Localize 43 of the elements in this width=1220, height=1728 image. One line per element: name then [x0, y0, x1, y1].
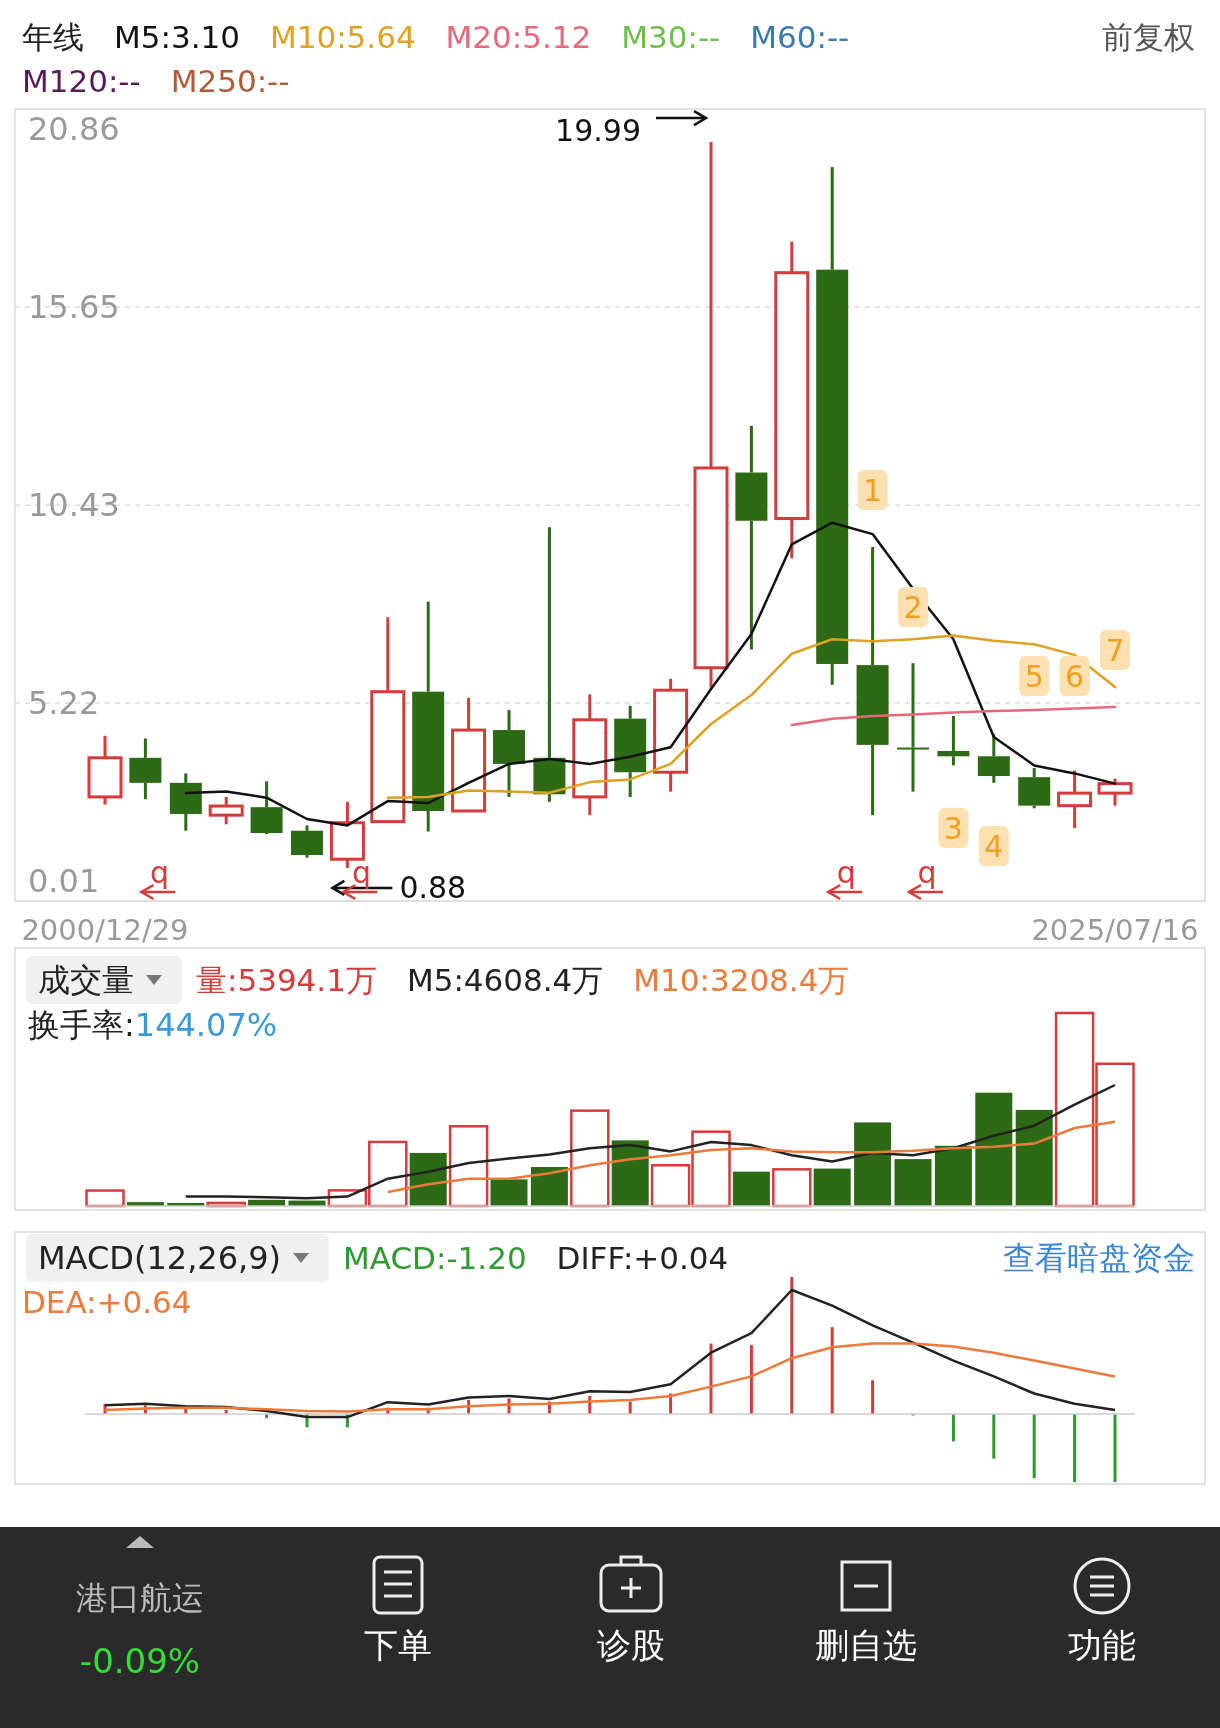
annotation: 1 — [863, 472, 883, 508]
series-label: DIFF:+0.04 — [556, 1240, 729, 1276]
text: -0.09% — [79, 1641, 201, 1681]
legend-label: M60:-- — [750, 19, 850, 55]
y-tick-label: 5.22 — [28, 684, 100, 723]
annotation: 查看暗盘资金 — [1003, 1239, 1195, 1277]
chart-title: 成交量 — [38, 961, 134, 999]
text: 诊股 — [597, 1625, 665, 1665]
y-tick-label: 20.86 — [28, 110, 120, 148]
x-tick-label: 2025/07/16 — [1031, 913, 1199, 947]
annotation: q — [351, 854, 371, 890]
text: 功能 — [1068, 1625, 1136, 1665]
text: 删自选 — [815, 1625, 917, 1665]
text: M5:3.10 — [114, 19, 240, 55]
annotation: q — [149, 854, 169, 890]
text: M5:4608.4万 — [406, 962, 604, 998]
legend-label: M250:-- — [170, 63, 290, 99]
annotation: 6 — [1065, 658, 1085, 694]
annotation: 3 — [943, 810, 963, 846]
x-tick-label: 2000/12/29 — [21, 913, 189, 947]
y-tick-label: 0.01 — [28, 862, 100, 900]
text: MACD:-1.20 — [343, 1240, 527, 1276]
chart-title: MACD(12,26,9) — [38, 1239, 282, 1277]
text: DEA:+0.64 — [22, 1284, 192, 1320]
text: M20:5.12 — [445, 19, 592, 55]
annotation: 5 — [1024, 658, 1044, 694]
annotation: q — [917, 854, 937, 890]
text: 下单 — [364, 1625, 432, 1665]
text: M10:3208.4万 — [633, 962, 850, 998]
chart-title: 年线 — [22, 19, 84, 55]
legend-label: M120:-- — [22, 63, 141, 99]
text: 量:5394.1万 — [196, 962, 377, 998]
y-tick-label: 15.65 — [28, 287, 120, 326]
legend-label: M30:-- — [621, 19, 721, 55]
text: M10:5.64 — [269, 19, 416, 55]
text: 前复权 — [1102, 19, 1195, 55]
annotation: 4 — [984, 828, 1004, 864]
annotation: 19.99 — [555, 112, 641, 148]
annotation: q — [836, 854, 856, 890]
y-tick-label: 10.43 — [28, 486, 120, 525]
annotation: 0.88 — [399, 870, 467, 906]
annotation: 换手率:144.07% — [28, 1006, 278, 1044]
text: 港口航运 — [76, 1579, 204, 1617]
